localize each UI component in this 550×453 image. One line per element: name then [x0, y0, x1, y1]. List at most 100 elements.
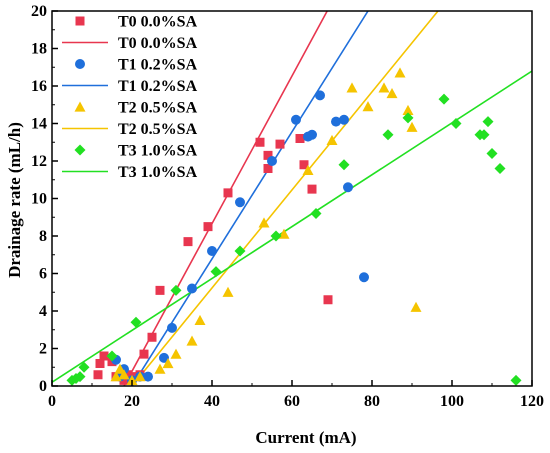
point-circle [315, 90, 325, 101]
point-triangle [278, 228, 290, 239]
point-diamond [170, 284, 182, 296]
point-triangle [154, 363, 166, 374]
point-circle [267, 156, 277, 166]
legend-label-marker-1: T1 0.2%SA [118, 57, 198, 74]
point-triangle [110, 371, 122, 382]
point-square [263, 164, 273, 173]
legend-label-line-3: T3 1.0%SA [118, 164, 198, 181]
data-points [66, 67, 522, 386]
point-diamond [486, 148, 498, 159]
fit-line-0 [123, 11, 328, 386]
point-circle [343, 182, 353, 193]
point-circle [143, 371, 153, 382]
point-square [203, 222, 213, 232]
point-diamond [210, 266, 222, 278]
y-tick-label: 14 [31, 116, 47, 133]
point-square [275, 139, 285, 149]
legend-label-marker-2: T2 0.5%SA [118, 100, 198, 117]
point-triangle [134, 371, 146, 382]
point-diamond [74, 371, 86, 383]
point-diamond [438, 93, 450, 105]
x-tick-label: 120 [520, 393, 544, 410]
point-diamond [450, 118, 462, 129]
point-triangle [362, 101, 374, 112]
y-tick-label: 20 [31, 3, 47, 20]
point-diamond [338, 159, 350, 171]
point-triangle [222, 286, 234, 297]
point-circle [331, 116, 341, 127]
x-tick-label: 20 [124, 393, 140, 410]
point-square [147, 332, 157, 342]
point-diamond [494, 163, 506, 174]
point-triangle [126, 374, 138, 386]
point-diamond [382, 129, 394, 141]
point-square [93, 370, 103, 380]
y-tick-label: 2 [39, 341, 47, 358]
point-diamond [402, 112, 414, 124]
point-circle [207, 246, 217, 256]
x-tick-label: 0 [48, 393, 56, 410]
point-circle [235, 197, 245, 208]
point-circle [159, 352, 169, 363]
legend-marker-0 [75, 16, 85, 26]
point-square [139, 349, 149, 359]
point-triangle [170, 348, 182, 359]
point-diamond [482, 116, 494, 128]
legend: T0 0.0%SA T0 0.0%SA T1 0.2%SA T1 0.2%SA T2 0… [62, 14, 198, 181]
point-square [295, 134, 305, 143]
point-square [223, 188, 233, 198]
legend-label-line-1: T1 0.2%SA [118, 78, 198, 95]
point-diamond [478, 129, 490, 141]
x-tick-label: 40 [204, 393, 220, 410]
point-square [99, 351, 109, 361]
point-circle [359, 272, 369, 283]
legend-label-line-2: T2 0.5%SA [118, 121, 198, 138]
x-tick-label: 100 [440, 393, 464, 410]
point-diamond [106, 350, 118, 362]
y-axis-title: Drainage rate (mL/h) [5, 122, 24, 278]
point-square [183, 237, 193, 247]
point-diamond [234, 245, 246, 257]
point-triangle [346, 82, 358, 93]
fit-line-2 [131, 11, 439, 386]
point-square [95, 359, 105, 368]
y-tick-label: 4 [39, 303, 47, 320]
point-triangle [186, 335, 198, 346]
axes: 0 20 40 60 80 100 120 0 2 4 6 8 10 12 14 16 18 20 [31, 3, 544, 410]
y-tick-label: 0 [39, 378, 47, 395]
point-triangle [258, 217, 270, 228]
point-triangle [378, 82, 390, 93]
point-triangle [326, 134, 338, 146]
y-tick-label: 12 [31, 153, 47, 170]
point-triangle [406, 121, 418, 132]
legend-marker-2 [74, 101, 86, 112]
point-circle [307, 129, 317, 140]
point-diamond [510, 374, 522, 386]
x-tick-label: 80 [364, 393, 380, 410]
point-square [255, 137, 265, 147]
point-diamond [310, 208, 322, 219]
legend-label-marker-0: T0 0.0%SA [118, 14, 198, 31]
point-triangle [402, 104, 414, 116]
point-triangle [302, 164, 314, 176]
point-square [307, 184, 317, 194]
legend-label-line-0: T0 0.0%SA [118, 35, 198, 52]
y-tick-label: 18 [31, 41, 47, 58]
point-square [119, 375, 129, 385]
point-triangle [114, 363, 126, 374]
legend-marker-1 [75, 59, 85, 69]
y-tick-label: 10 [31, 191, 47, 208]
point-triangle [394, 67, 406, 78]
point-circle [291, 114, 301, 125]
x-axis-title: Current (mA) [255, 428, 356, 447]
point-diamond [130, 316, 142, 328]
point-triangle [194, 314, 206, 326]
y-tick-label: 16 [31, 78, 47, 95]
point-diamond [270, 230, 282, 242]
point-triangle [118, 369, 130, 380]
point-circle [187, 283, 197, 294]
y-tick-label: 8 [39, 228, 47, 245]
point-square [155, 285, 165, 295]
point-square [263, 150, 273, 160]
